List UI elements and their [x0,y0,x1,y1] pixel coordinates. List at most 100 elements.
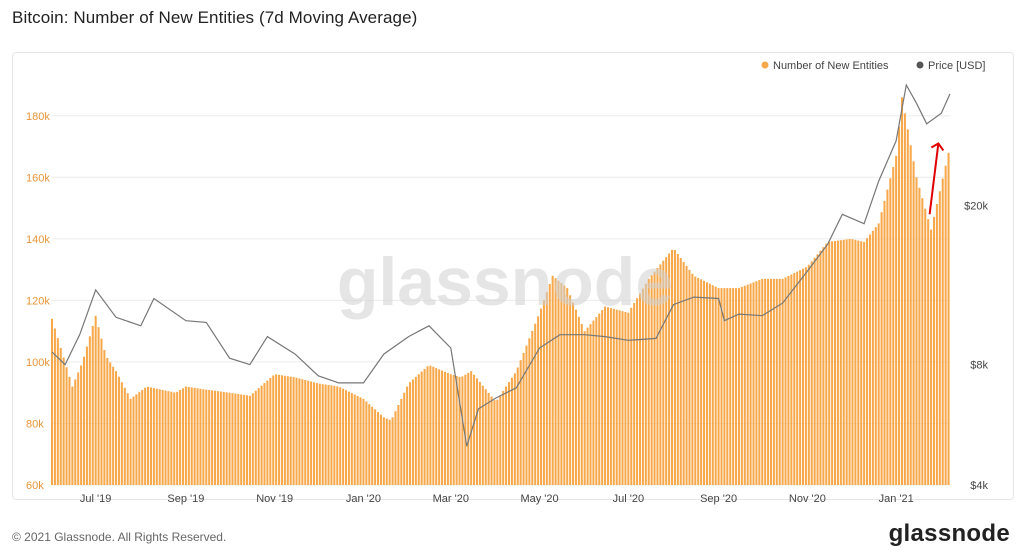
bar [531,330,534,485]
bar [569,295,572,485]
bar [269,378,272,485]
bar [510,377,513,485]
bar [246,395,249,485]
bar [199,388,202,485]
annotation-arrow [928,143,940,215]
bar [825,243,828,485]
bar [537,316,540,485]
bar [938,191,941,485]
bar [924,208,927,485]
bar [551,275,554,485]
bar [336,386,339,485]
bar [729,288,732,485]
bar [251,393,254,485]
legend-swatch-price [916,61,924,69]
bar [330,385,333,485]
bar [868,234,871,485]
bar [423,368,426,485]
bar [653,271,656,485]
bar [283,375,286,485]
bar [371,406,374,485]
bar [248,395,251,485]
bar [461,376,464,485]
bar [647,278,650,485]
bar [638,293,642,485]
chart-title: Bitcoin: Number of New Entities (7d Movi… [12,8,418,27]
bar [263,383,266,485]
x-tick-label: Jul '19 [80,493,111,505]
bar [184,386,187,485]
bar [618,310,621,485]
bar [278,374,281,485]
bar [682,261,685,485]
bar [726,288,729,485]
bar [703,280,706,485]
bar [691,273,694,485]
bar [633,303,636,485]
bar [793,273,796,485]
bar [781,278,784,485]
price-line-group [51,83,951,447]
bar [883,200,886,485]
bar [886,189,889,485]
bar [743,285,746,485]
bar [240,394,243,485]
bar [71,386,74,485]
bar [944,165,947,485]
bar [152,388,155,485]
bar [519,360,522,485]
bar [120,382,123,485]
bar [307,380,310,485]
bar [339,387,342,485]
bar [717,288,720,485]
bar [97,327,100,485]
bar [394,411,397,485]
bar [505,386,508,485]
bar [740,286,743,485]
bar [112,366,115,485]
bar [831,241,834,485]
bar [877,223,880,485]
bar [91,326,94,485]
bar [697,277,700,485]
bar [545,292,548,485]
bar [502,390,505,485]
bar [854,239,857,485]
bar [595,317,598,485]
bar [656,267,659,485]
bar [705,282,708,485]
bar [676,254,679,485]
bar [534,323,537,485]
bar [342,388,345,485]
bar [388,419,391,485]
bar [499,395,502,485]
bar [586,327,589,485]
bar [746,284,749,485]
bar [810,261,813,485]
bar [612,308,615,485]
bar [435,368,438,485]
bar [540,308,543,485]
y-left-tick-label: 100k [26,357,50,369]
bar [85,346,88,485]
bar [77,372,80,485]
bar [179,390,182,485]
bar [266,380,269,485]
bar [525,345,528,485]
annotation-arrowhead [930,142,945,152]
bar [836,240,839,485]
bar [732,288,735,485]
bar [554,278,557,485]
bar [211,390,214,485]
bar [411,379,414,485]
bar [723,288,726,485]
bar [432,366,435,485]
bar [298,378,301,485]
y-left-tick-label: 180k [26,111,50,123]
bar [528,338,531,485]
bar [819,250,822,485]
bar [767,278,770,485]
bar [164,390,167,485]
bar [176,391,179,485]
bar [764,278,767,485]
